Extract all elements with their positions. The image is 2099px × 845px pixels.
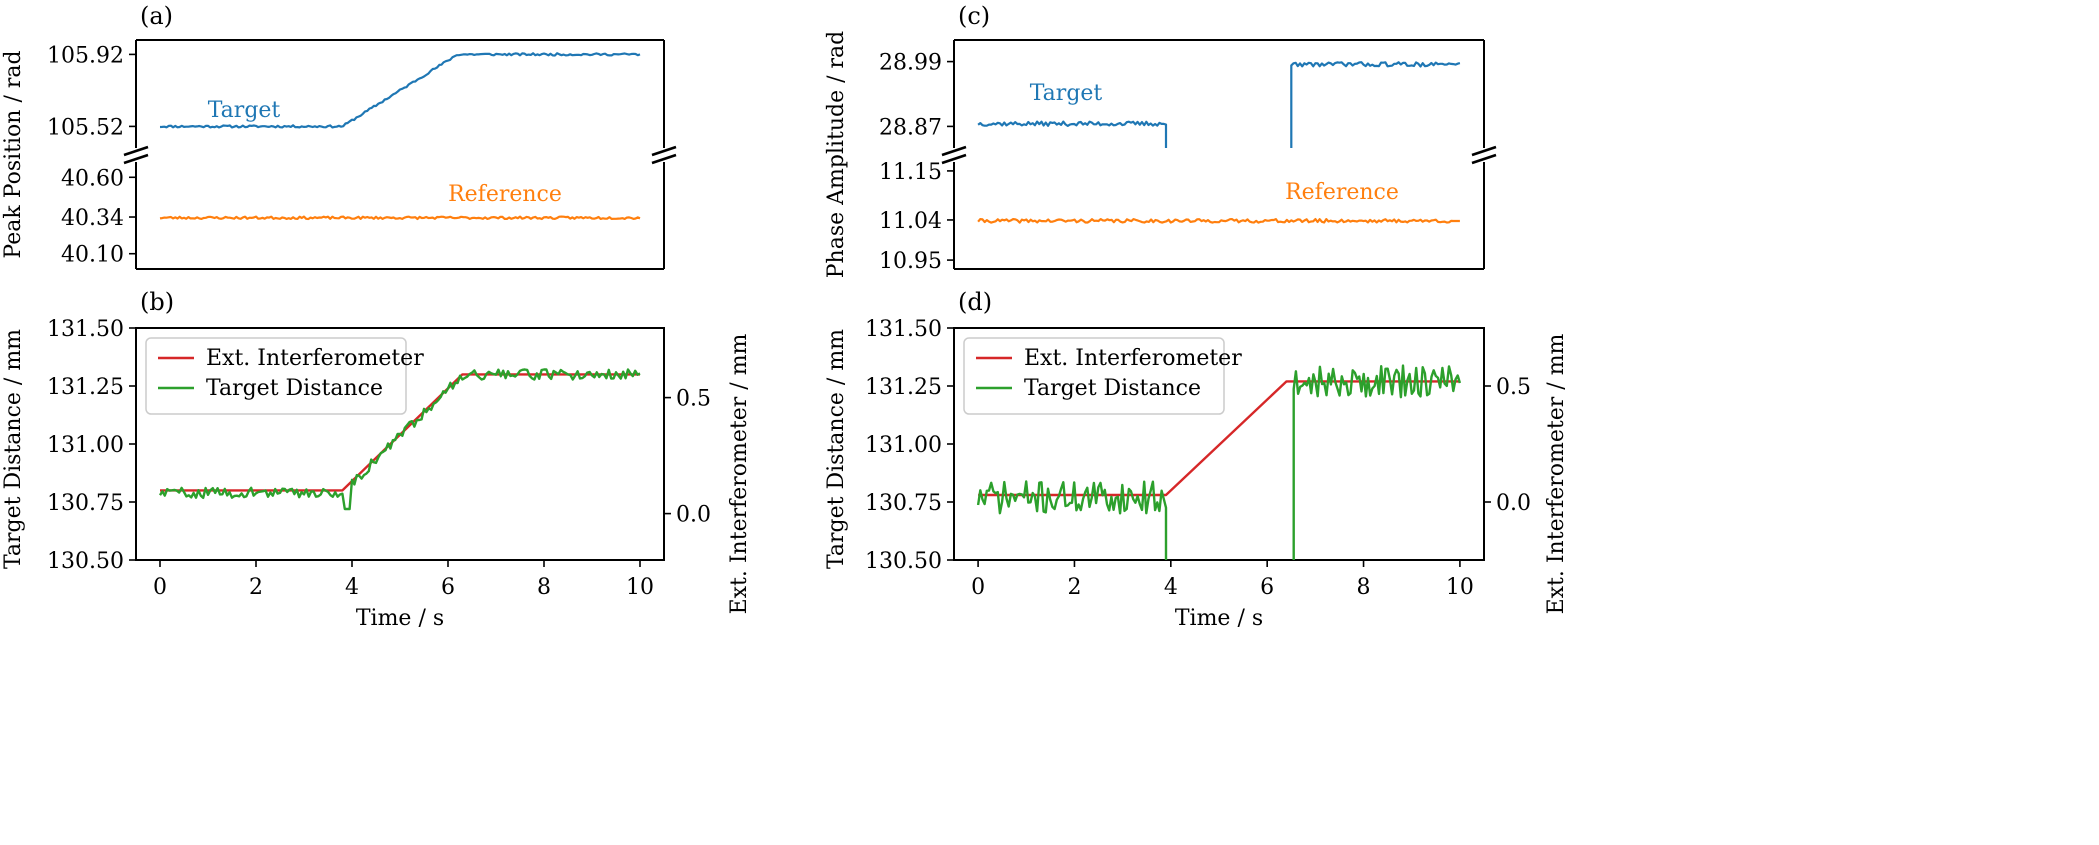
axis-break-mark-left [123, 145, 149, 157]
lower-ytick-label: 40.34 [61, 206, 124, 231]
lower-ytick-label: 40.10 [61, 243, 124, 268]
legend-label: Target Distance [1024, 376, 1201, 401]
lower-series-line [159, 215, 641, 221]
ytick-label: 131.50 [865, 317, 942, 342]
xtick-label: 8 [537, 575, 551, 600]
xtick-label: 8 [1357, 575, 1371, 600]
lower-ytick-label: 11.15 [879, 160, 942, 185]
xtick-label: 0 [153, 575, 167, 600]
legend-label: Ext. Interferometer [206, 346, 424, 371]
ytick-right-label: 0.5 [1496, 375, 1531, 400]
y-axis-label: Peak Position / rad [1, 50, 26, 258]
xtick-label: 4 [345, 575, 359, 600]
axis-break-mark-right [651, 153, 677, 165]
legend-label: Ext. Interferometer [1024, 346, 1242, 371]
x-axis-label: Time / s [1175, 606, 1263, 631]
ytick-label: 131.00 [47, 433, 124, 458]
xtick-label: 6 [441, 575, 455, 600]
xtick-label: 2 [249, 575, 263, 600]
ytick-label: 131.25 [865, 375, 942, 400]
y-axis-label: Target Distance / mm [1, 329, 26, 569]
ytick-label: 130.50 [865, 549, 942, 574]
lower-ytick-label: 11.04 [879, 209, 942, 234]
ytick-right-label: 0.0 [676, 503, 711, 528]
panel-label: (a) [140, 2, 173, 30]
target-annotation: Target [208, 98, 281, 123]
panel-a: 105.52 105.92 40.10 40.34 40.60 Target Referen… [1, 2, 677, 270]
lower-ytick-label: 40.60 [61, 166, 124, 191]
target-distance-line [976, 364, 1462, 560]
panel-label: (b) [140, 288, 174, 316]
target-distance-line [158, 368, 641, 511]
xtick-label: 2 [1067, 575, 1081, 600]
panel-label: (d) [958, 288, 992, 316]
ytick-label: 130.50 [47, 549, 124, 574]
ytick-label: 131.00 [865, 433, 942, 458]
axis-break-mark-left [941, 145, 967, 157]
reference-annotation: Reference [448, 182, 562, 207]
axis-break-mark-left [941, 153, 967, 165]
panel-label: (c) [958, 2, 990, 30]
x-axis-label: Time / s [356, 606, 444, 631]
reference-annotation: Reference [1285, 180, 1399, 205]
panel-c: 28.87 28.99 10.95 11.04 11.15 Target Reference… [824, 2, 1497, 279]
ytick-label: 131.25 [47, 375, 124, 400]
xtick-label: 10 [1446, 575, 1474, 600]
axis-break-mark-right [1471, 145, 1497, 157]
upper-series-line [977, 61, 1461, 148]
panel-d: 130.50 130.75 131.00 131.25 131.50 0.0 0.5 0 2 4 6… [824, 288, 1569, 631]
xtick-label: 0 [971, 575, 985, 600]
upper-ytick-label: 105.52 [47, 115, 124, 140]
ytick-label: 130.75 [865, 491, 942, 516]
xtick-label: 6 [1260, 575, 1274, 600]
axis-break-mark-left [123, 153, 149, 165]
upper-series-line [159, 52, 641, 129]
legend: Ext. Interferometer Target Distance [963, 337, 1242, 415]
axis-break-mark-right [651, 145, 677, 157]
series-group [976, 364, 1462, 560]
upper-ytick-label: 28.87 [879, 115, 942, 140]
upper-ytick-label: 105.92 [47, 43, 124, 68]
target-annotation: Target [1030, 81, 1103, 106]
ytick-right-label: 0.0 [1496, 491, 1531, 516]
legend-box [145, 337, 407, 415]
legend-box [963, 337, 1225, 415]
axis-break-mark-right [1471, 153, 1497, 165]
series-group [158, 368, 641, 511]
ytick-label: 130.75 [47, 491, 124, 516]
ytick-label: 131.50 [47, 317, 124, 342]
lower-ytick-label: 10.95 [879, 249, 942, 274]
ytick-right-label: 0.5 [676, 387, 711, 412]
legend: Ext. Interferometer Target Distance [145, 337, 424, 415]
upper-ytick-label: 28.99 [879, 51, 942, 76]
y-axis-label: Phase Amplitude / rad [824, 31, 849, 279]
y-axis-right-label: Ext. Interferometer / mm [1544, 333, 1569, 614]
y-axis-right-label: Ext. Interferometer / mm [727, 333, 752, 614]
panel-b: 130.50 130.75 131.00 131.25 131.50 0.0 0.5 0 2 4 6… [1, 288, 752, 631]
legend-label: Target Distance [206, 376, 383, 401]
lower-series-line [977, 218, 1460, 224]
xtick-label: 10 [626, 575, 654, 600]
xtick-label: 4 [1164, 575, 1178, 600]
y-axis-label: Target Distance / mm [824, 329, 849, 569]
